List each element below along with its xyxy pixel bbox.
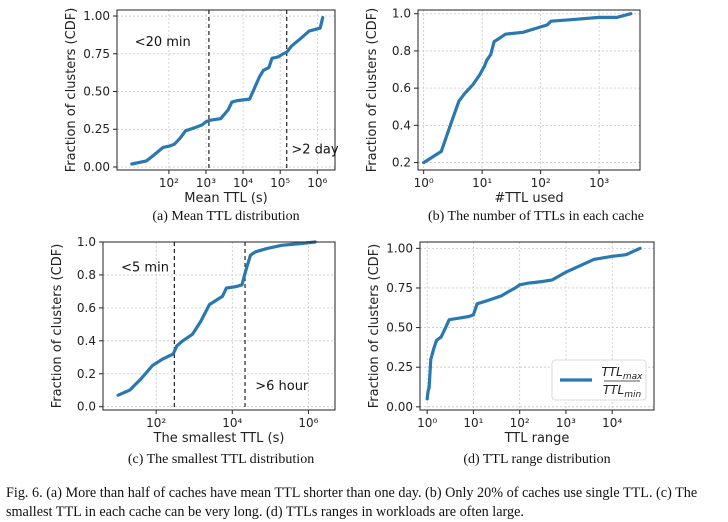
y-tick-label: 0.4 bbox=[77, 334, 96, 348]
y-tick-label: 0.50 bbox=[83, 85, 110, 99]
y-tick-label: 1.00 bbox=[386, 241, 413, 255]
figure-caption: Fig. 6. (a) More than half of caches hav… bbox=[6, 485, 698, 520]
x-tick-label: 10⁴ bbox=[602, 416, 622, 430]
x-tick-label: 10⁶ bbox=[307, 176, 327, 190]
plot-frame bbox=[417, 9, 641, 171]
y-axis-label: Fraction of clusters (CDF) bbox=[50, 244, 65, 409]
cdf-series-line bbox=[422, 12, 633, 165]
y-tick-label: 1.0 bbox=[77, 235, 96, 249]
y-tick-label: 0.75 bbox=[386, 281, 413, 295]
y-tick-label: 0.75 bbox=[83, 47, 110, 61]
figure-grid: 10² 10³ 10⁴ 10⁵ 10⁶ 0.00 0.25 0.50 0.75 1.00 <20 m… bbox=[50, 7, 655, 467]
x-tick-label: 10⁰ bbox=[417, 416, 437, 430]
y-tick-label: 0.25 bbox=[83, 122, 110, 136]
x-axis-label: TTL range bbox=[504, 431, 570, 446]
chart-d: 10⁰ 10¹ 10² 10³ 10⁴ 0.00 0.25 0.50 0.75 1.00 TTL r… bbox=[367, 241, 655, 467]
y-tick-label: 0.25 bbox=[386, 360, 413, 374]
x-axis-label: Mean TTL (s) bbox=[184, 191, 268, 206]
chart-b: 10⁰ 10¹ 10² 10³ 0.2 0.4 0.6 0.8 1.0 #TTL used Frac… bbox=[365, 7, 644, 224]
x-tick-label: 10⁶ bbox=[298, 416, 318, 430]
annotation: >6 hour bbox=[255, 379, 309, 394]
x-tick-label: 10² bbox=[510, 416, 530, 430]
y-tick-label: 0.4 bbox=[392, 118, 411, 132]
cdf-series-line bbox=[116, 240, 317, 397]
x-tick-label: 10⁴ bbox=[233, 176, 253, 190]
x-tick-label: 10³ bbox=[196, 176, 216, 190]
x-tick-label: 10² bbox=[531, 176, 551, 190]
subfigure-caption: (b) The number of TTLs in each cache bbox=[428, 209, 644, 224]
x-tick-label: 10² bbox=[159, 176, 179, 190]
annotation: <20 min bbox=[135, 35, 191, 50]
subfigure-caption: (c) The smallest TTL distribution bbox=[128, 452, 314, 467]
y-tick-label: 0.8 bbox=[392, 44, 411, 58]
x-tick-label: 10⁰ bbox=[414, 176, 434, 190]
annotation: >2 day bbox=[291, 142, 339, 157]
y-tick-label: 0.0 bbox=[77, 400, 96, 414]
x-tick-label: 10³ bbox=[589, 176, 609, 190]
y-tick-label: 1.00 bbox=[83, 9, 110, 23]
plot-frame bbox=[116, 9, 336, 171]
plot-frame bbox=[102, 241, 336, 411]
x-tick-label: 10³ bbox=[556, 416, 576, 430]
x-tick-label: 10¹ bbox=[463, 416, 483, 430]
x-tick-label: 10⁴ bbox=[222, 416, 242, 430]
chart-a: 10² 10³ 10⁴ 10⁵ 10⁶ 0.00 0.25 0.50 0.75 1.00 <20 m… bbox=[64, 8, 339, 224]
y-tick-label: 0.2 bbox=[77, 367, 96, 381]
plot-frame bbox=[419, 241, 655, 411]
x-tick-label: 10² bbox=[146, 416, 166, 430]
x-axis-label: The smallest TTL (s) bbox=[153, 431, 285, 446]
x-tick-label: 10¹ bbox=[472, 176, 492, 190]
y-axis-label: Fraction of clusters (CDF) bbox=[64, 8, 79, 173]
y-tick-label: 0.6 bbox=[392, 81, 411, 95]
y-tick-label: 0.8 bbox=[77, 268, 96, 282]
y-tick-label: 0.50 bbox=[386, 321, 413, 335]
chart-c: 10² 10⁴ 10⁶ 0.0 0.2 0.4 0.6 0.8 1.0 <5 min >6 hour… bbox=[50, 235, 336, 467]
y-tick-label: 0.00 bbox=[83, 160, 110, 174]
annotation: <5 min bbox=[121, 261, 169, 276]
x-axis-label: #TTL used bbox=[494, 191, 563, 206]
legend-label: TTLmax TTLmin bbox=[602, 365, 644, 400]
subfigure-caption: (d) TTL range distribution bbox=[463, 452, 610, 467]
cdf-series-line bbox=[425, 246, 642, 401]
subfigure-caption: (a) Mean TTL distribution bbox=[152, 209, 299, 224]
legend: TTLmax TTLmin bbox=[551, 359, 647, 401]
y-tick-label: 0.00 bbox=[386, 400, 413, 414]
y-axis-label: Fraction of clusters (CDF) bbox=[367, 244, 382, 409]
y-tick-label: 1.0 bbox=[392, 7, 411, 21]
y-tick-label: 0.2 bbox=[392, 156, 411, 170]
cdf-series-line bbox=[130, 15, 325, 166]
y-axis-label: Fraction of clusters (CDF) bbox=[365, 8, 380, 173]
y-tick-label: 0.6 bbox=[77, 301, 96, 315]
legend-box bbox=[551, 359, 647, 401]
x-tick-label: 10⁵ bbox=[270, 176, 290, 190]
